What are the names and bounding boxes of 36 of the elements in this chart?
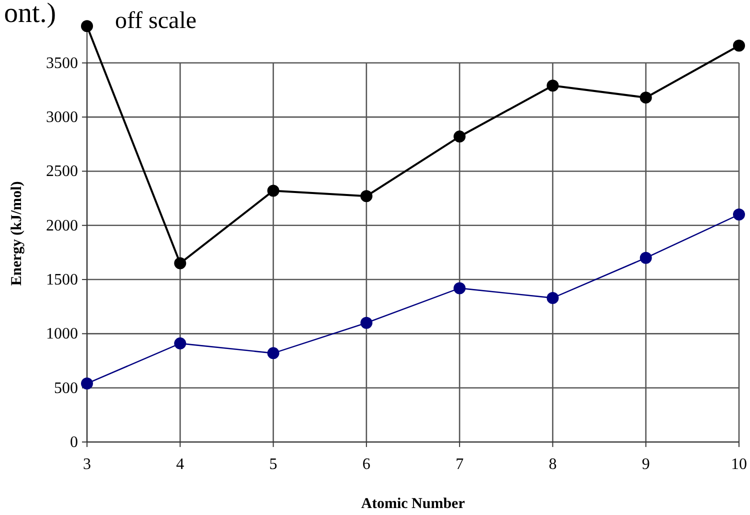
y-tick-label: 2000 xyxy=(46,217,78,234)
point xyxy=(267,184,280,197)
y-tick-label: 1000 xyxy=(46,326,78,343)
point xyxy=(360,316,372,329)
x-tick-label: 3 xyxy=(83,456,91,473)
point xyxy=(454,282,466,294)
x-tick-label: 5 xyxy=(269,456,278,473)
point xyxy=(546,292,559,304)
point xyxy=(174,337,186,350)
x-tick-label: 6 xyxy=(362,456,370,473)
y-tick-label: 500 xyxy=(54,380,78,397)
y-tick-label: 1500 xyxy=(46,272,78,289)
point xyxy=(733,40,745,52)
x-tick-label: 7 xyxy=(456,456,464,473)
x-axis-title: Atomic Number xyxy=(361,496,466,512)
point xyxy=(267,347,280,360)
text: ont.) xyxy=(4,0,56,29)
x-tick-label: 9 xyxy=(642,456,650,473)
point xyxy=(640,92,652,104)
y-axis-title: Energy (kJ/mol) xyxy=(9,181,25,286)
x-tick-label: 4 xyxy=(176,456,184,473)
annotation: off scale xyxy=(115,8,197,34)
point xyxy=(81,378,93,390)
point xyxy=(546,80,559,92)
point xyxy=(360,190,372,202)
y-tick-label: 0 xyxy=(70,434,78,451)
point xyxy=(733,208,745,221)
y-tick-label: 3000 xyxy=(46,109,78,126)
point xyxy=(174,257,186,270)
point xyxy=(454,130,466,143)
point xyxy=(640,252,652,264)
y-tick-label: 3500 xyxy=(46,54,78,72)
x-tick-label: 10 xyxy=(731,456,747,473)
point xyxy=(81,20,93,32)
x-tick-label: 8 xyxy=(548,456,557,473)
y-tick-label: 2500 xyxy=(46,163,78,180)
